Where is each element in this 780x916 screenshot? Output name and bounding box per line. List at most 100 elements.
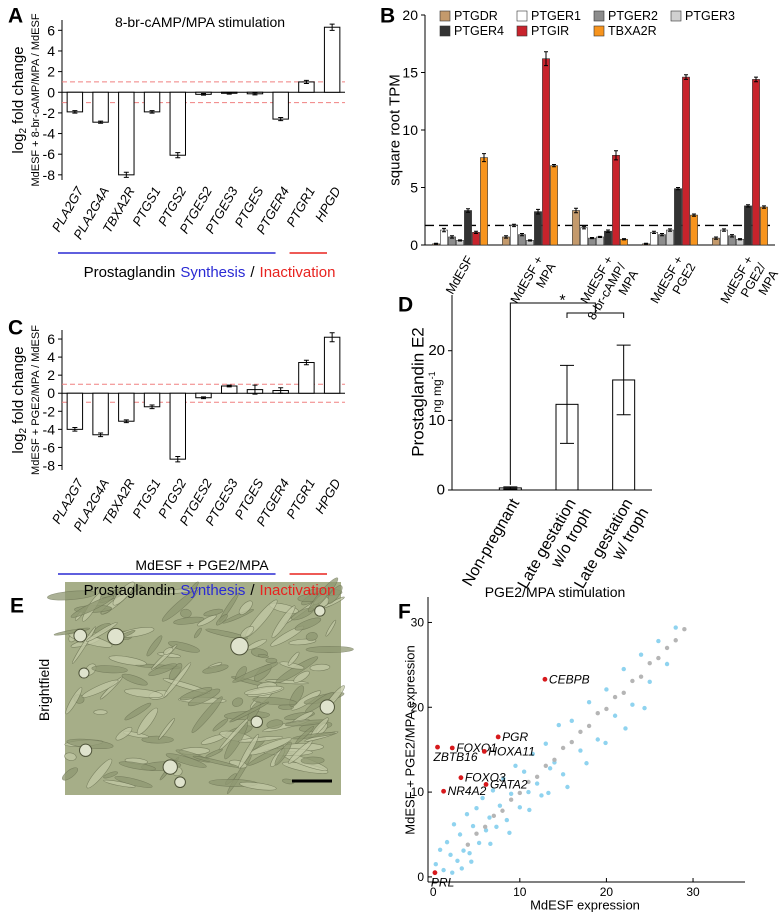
group-caption-part: Inactivation	[260, 582, 336, 599]
cell	[265, 657, 278, 664]
group-caption-part: Synthesis	[180, 264, 245, 281]
brightfield-image-panel: E MdESF + PGE2/MPA Brightfield	[10, 557, 354, 795]
error-bar	[512, 223, 516, 228]
cell	[238, 733, 260, 769]
bar	[752, 79, 760, 246]
cell	[81, 679, 119, 698]
rounded-cell	[319, 699, 335, 715]
legend-label: PTGER4	[454, 24, 504, 38]
scatter-point	[487, 815, 492, 820]
y-tick-label: 20	[428, 342, 445, 359]
group-caption: Prostaglandin Synthesis / Inactivation	[84, 582, 336, 599]
scatter-point	[534, 781, 540, 786]
scatter-point	[480, 795, 485, 801]
legend-swatch	[593, 10, 605, 22]
legend-label: PTGDR	[454, 9, 498, 23]
legend-label: PTGIR	[531, 24, 569, 38]
bar	[604, 230, 612, 246]
micrograph-texture	[47, 577, 354, 795]
cell	[282, 778, 295, 785]
scatter-point	[543, 763, 548, 768]
scatter-point	[612, 694, 618, 700]
highlight-label: FOXO3	[465, 771, 506, 785]
highlight-label: PGR	[502, 730, 528, 744]
cell	[148, 663, 177, 676]
scatter-point	[474, 806, 479, 811]
bar	[118, 91, 135, 176]
scatter-point	[530, 751, 536, 757]
bar	[323, 336, 341, 394]
x-axis-label: MdESF expression	[530, 898, 640, 913]
scatter-point	[604, 687, 609, 692]
error-bar	[590, 237, 594, 240]
scatter-point	[464, 811, 470, 817]
scatter-point	[647, 679, 652, 685]
error-bar	[329, 23, 335, 31]
error-bar	[458, 239, 462, 242]
highlight-point	[495, 734, 501, 740]
scatter-point	[595, 737, 600, 742]
scatter-point	[469, 859, 474, 864]
cell	[202, 664, 229, 674]
error-bar	[614, 150, 618, 161]
scatter-point	[560, 772, 566, 777]
error-bar	[450, 235, 454, 239]
error-bar	[175, 152, 181, 159]
y-tick-label: 20	[411, 700, 425, 714]
error-bar	[434, 242, 438, 245]
error-bar	[544, 51, 548, 67]
error-bar	[201, 92, 206, 96]
scatter-point	[501, 776, 506, 781]
y-tick-label: -6	[43, 146, 56, 162]
scatter-point	[483, 828, 489, 833]
scatter-point	[586, 723, 592, 729]
scatter-point	[467, 850, 472, 856]
error-bar	[474, 230, 478, 234]
cell	[179, 687, 213, 701]
cell	[165, 753, 207, 768]
error-bar	[226, 91, 232, 95]
scatter-point	[569, 739, 574, 745]
highlight-label: ZBTB16	[433, 750, 478, 764]
error-bar	[503, 486, 518, 490]
group-caption-part: /	[250, 264, 255, 281]
error-bar	[482, 153, 486, 163]
y-axis-label: MdESF + PGE2/MPA expression	[403, 645, 418, 834]
error-bar	[504, 235, 508, 239]
bar	[572, 210, 580, 246]
cell	[197, 614, 217, 627]
scatter-point	[507, 830, 512, 836]
highlight-point	[435, 744, 440, 750]
cell	[240, 625, 255, 638]
scatter-point	[526, 789, 531, 795]
error-bar	[668, 228, 672, 232]
scatter-point	[482, 824, 488, 830]
x-tick-label: MdESF +8-br-cAMP/MPA	[572, 253, 641, 330]
cell	[108, 655, 147, 666]
error-bar	[520, 233, 524, 237]
error-bar	[676, 187, 680, 191]
y-tick-label: 2	[47, 367, 55, 383]
highlight-point	[481, 748, 487, 754]
scatter-point	[497, 803, 503, 808]
scatter-point	[513, 763, 518, 768]
scatter-point	[490, 788, 496, 793]
error-bar	[746, 204, 750, 208]
cell	[205, 748, 223, 758]
x-tick-label: Non-pregnant	[459, 495, 523, 589]
error-bar	[644, 242, 648, 245]
cell	[305, 632, 318, 642]
error-bar	[98, 432, 104, 438]
rounded-cell	[73, 628, 88, 643]
bar	[580, 227, 588, 246]
legend-label: TBXA2R	[608, 24, 657, 38]
rounded-cell	[107, 627, 125, 646]
panel-letter: E	[10, 595, 24, 618]
error-bar	[252, 384, 258, 395]
bar	[612, 155, 620, 246]
scatter-point	[638, 674, 644, 679]
bar	[480, 157, 488, 246]
chart-title: PGE2/MPA stimulation	[485, 584, 626, 600]
rounded-cell	[174, 776, 186, 789]
scatter-point	[612, 713, 618, 718]
